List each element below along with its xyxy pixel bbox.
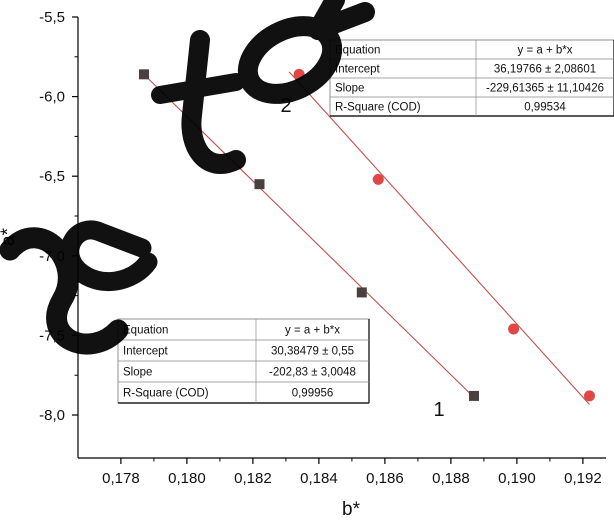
- fit-table-cell-name: R-Square (COD): [335, 102, 421, 114]
- data-point-series-1: [469, 390, 479, 401]
- data-point-series-1: [356, 287, 367, 298]
- fit-table-cell-name: R-Square (COD): [123, 388, 209, 400]
- data-point-series-2: [584, 390, 595, 402]
- fit-table-cell-name: Slope: [123, 367, 152, 379]
- watermark-letter-e: [60, 220, 158, 292]
- x-tick-label: 0,178: [102, 470, 140, 487]
- fit-table-series-2: Equation y = a + b*x Intercept 36,19766 ± 2…: [329, 39, 614, 117]
- x-axis-title: b*: [342, 499, 361, 520]
- x-tick-label: 0,188: [432, 470, 470, 487]
- x-tick-label: 0,184: [300, 470, 338, 487]
- watermark-letter-o: [237, 16, 343, 104]
- x-tick-label: 0,182: [234, 470, 272, 487]
- watermark-logo: [0, 0, 375, 355]
- fit-table-cell-name: Equation: [123, 325, 168, 337]
- y-tick-label: -6,5: [39, 168, 65, 185]
- data-point-series-2: [372, 173, 384, 185]
- x-tick-label: 0,192: [564, 470, 602, 487]
- fit-table-cell-value: 0,99956: [292, 388, 334, 400]
- fit-table-cell-name: Slope: [335, 83, 364, 95]
- fit-table-cell-value: 36,19766 ± 2,08601: [494, 64, 596, 76]
- fit-table-series-1: Equation y = a + b*x Intercept 30,38479 ± 0…: [117, 318, 370, 404]
- watermark-letter-s: [0, 227, 129, 355]
- fit-table-cell-name: Intercept: [335, 64, 381, 76]
- data-point-series-1: [254, 179, 265, 190]
- fit-table-cell-name: Equation: [335, 45, 380, 57]
- fit-line-series-2: [288, 71, 590, 405]
- y-tick-label: -6,0: [39, 89, 65, 106]
- fit-table-cell-value: y = a + b*x: [285, 325, 340, 337]
- fit-table-cell-value: -202,83 ± 3,0048: [269, 367, 356, 379]
- data-point-series-2: [508, 323, 520, 335]
- x-tick-label: 0,180: [168, 470, 206, 487]
- series-label-2: 2: [280, 95, 291, 117]
- fit-table-cell-value: -229,61365 ± 11,10426: [486, 83, 604, 95]
- fit-table-cell-value: 0,99534: [524, 102, 566, 114]
- fit-table-cell-value: y = a + b*x: [518, 45, 573, 57]
- series-label-1: 1: [433, 399, 444, 421]
- y-tick-label: -8,0: [39, 407, 65, 424]
- watermark-letter-t: [151, 30, 246, 174]
- x-tick-label: 0,190: [498, 470, 536, 487]
- fit-table-cell-value: 30,38479 ± 0,55: [271, 346, 354, 358]
- fit-table-cell-name: Intercept: [123, 346, 169, 358]
- watermark-letter-v: [308, 0, 375, 40]
- data-points: [139, 68, 595, 402]
- y-tick-label: -5,5: [39, 9, 65, 26]
- x-tick-label: 0,186: [366, 470, 404, 487]
- x-ticks: 0,178 0,180 0,182 0,184 0,186 0,188 0,190 0,192: [102, 458, 602, 487]
- data-point-series-1: [139, 69, 149, 80]
